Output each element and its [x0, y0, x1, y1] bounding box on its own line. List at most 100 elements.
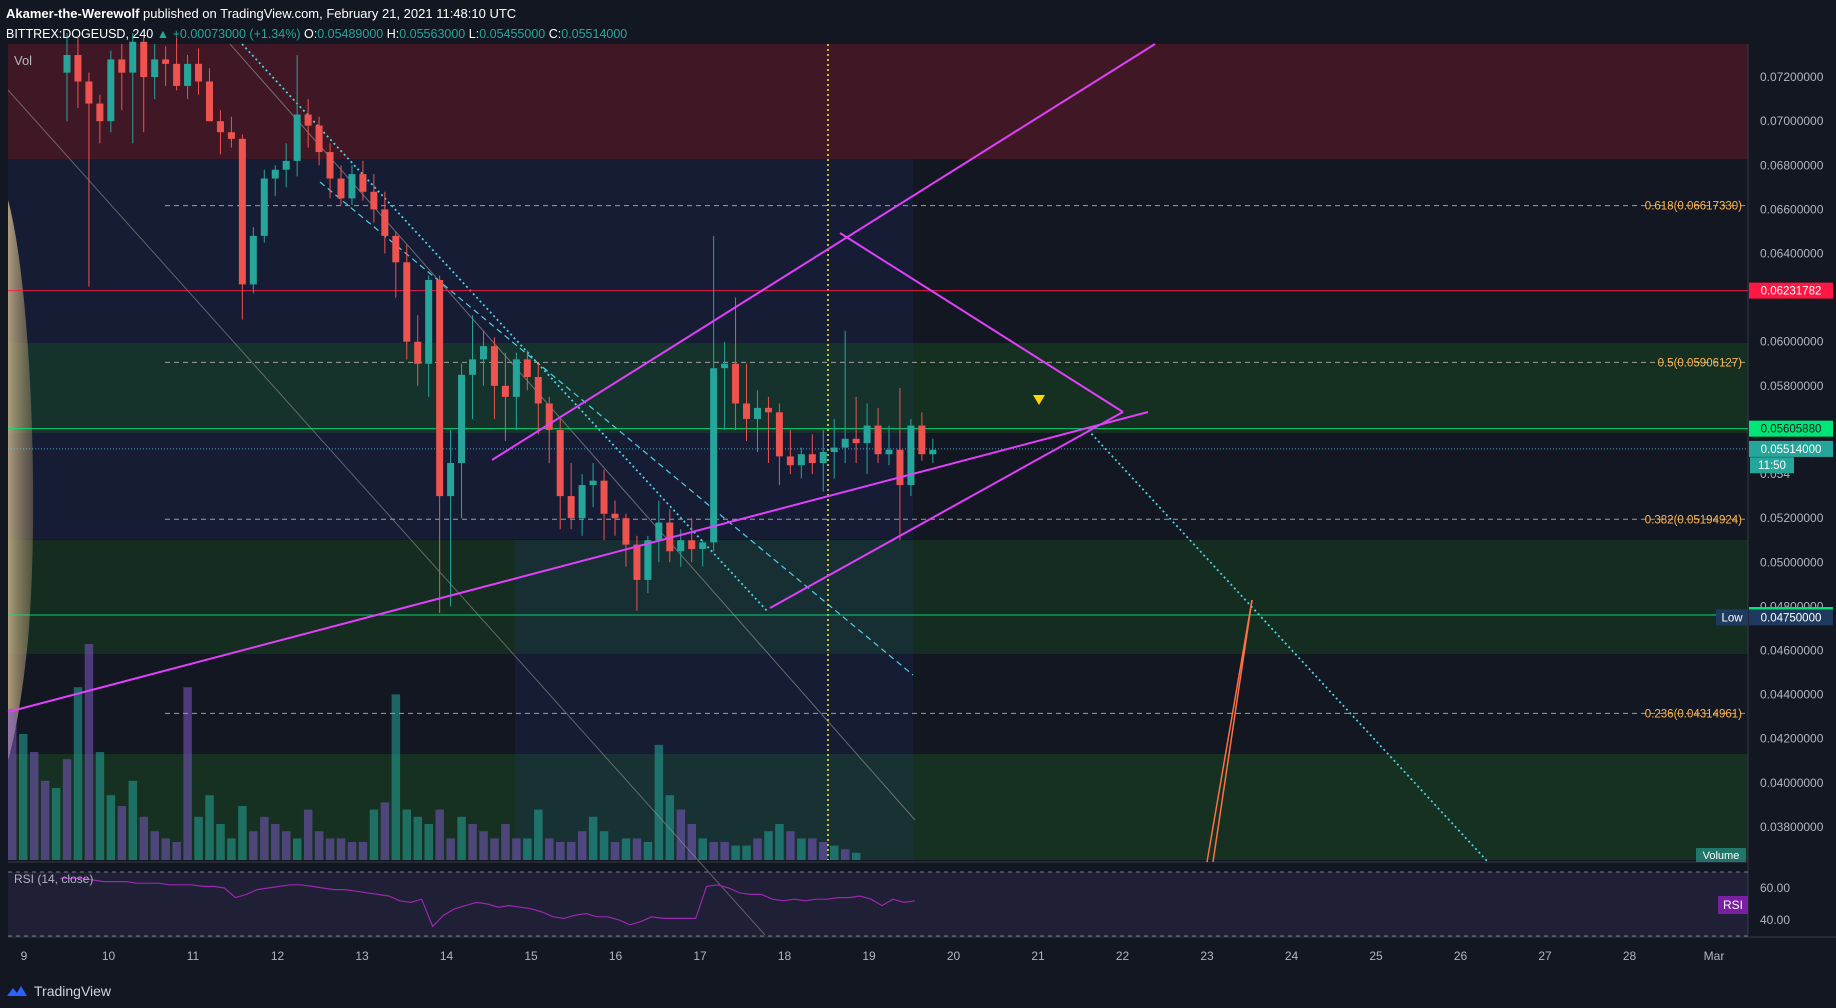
candle[interactable]	[863, 403, 871, 475]
candle[interactable]	[534, 363, 542, 435]
candle[interactable]	[304, 99, 312, 148]
candle[interactable]	[436, 275, 444, 613]
candle[interactable]	[140, 37, 148, 133]
candle[interactable]	[458, 363, 466, 519]
candle[interactable]	[96, 94, 104, 144]
candle[interactable]	[896, 388, 904, 541]
candle[interactable]	[501, 352, 509, 441]
candle[interactable]	[589, 463, 597, 508]
candle[interactable]	[392, 231, 400, 298]
candle[interactable]	[216, 110, 224, 155]
candle[interactable]	[337, 165, 345, 205]
candle[interactable]	[907, 418, 915, 497]
author-name[interactable]: Akamer-the-Werewolf	[6, 6, 140, 21]
candle[interactable]	[523, 350, 531, 391]
candle[interactable]	[129, 32, 137, 144]
candle[interactable]	[753, 390, 761, 452]
x-tick-label: 22	[1116, 949, 1130, 963]
candle[interactable]	[490, 337, 498, 419]
candle[interactable]	[479, 330, 487, 386]
candle-body	[633, 544, 641, 580]
candle[interactable]	[885, 425, 893, 466]
candle[interactable]	[107, 50, 115, 133]
candle[interactable]	[611, 500, 619, 536]
trend-dotted-projection	[1087, 429, 1489, 863]
candle[interactable]	[797, 447, 805, 479]
candle[interactable]	[600, 469, 608, 541]
candle[interactable]	[688, 518, 696, 563]
candle[interactable]	[819, 429, 827, 492]
symbol-label[interactable]: BITTREX:DOGEUSD, 240	[6, 27, 154, 41]
candle-body	[830, 447, 838, 452]
candle[interactable]	[293, 55, 301, 177]
candle[interactable]	[578, 474, 586, 536]
candle[interactable]	[743, 363, 751, 441]
candle[interactable]	[348, 165, 356, 205]
trend-dotted-upper	[241, 43, 769, 613]
candle[interactable]	[151, 44, 159, 100]
candle-body	[929, 449, 937, 455]
candle[interactable]	[775, 403, 783, 486]
candle[interactable]	[699, 540, 707, 567]
candle[interactable]	[556, 418, 564, 530]
candle[interactable]	[622, 513, 630, 567]
candle[interactable]	[644, 535, 652, 594]
price-tag-label: 0.05605880	[1761, 424, 1822, 436]
candle[interactable]	[63, 32, 71, 122]
candle[interactable]	[315, 116, 323, 166]
candle[interactable]	[184, 55, 192, 100]
candle[interactable]	[414, 315, 422, 386]
candle-body	[688, 540, 696, 550]
candle[interactable]	[205, 68, 213, 122]
candle[interactable]	[403, 244, 411, 360]
candle-body	[85, 81, 93, 104]
candle-body	[874, 425, 882, 455]
candle[interactable]	[633, 535, 641, 611]
open-label: O:	[303, 27, 318, 41]
price-tag-support: 0.05605880	[1749, 420, 1833, 437]
candle[interactable]	[929, 438, 937, 464]
candle[interactable]	[545, 396, 553, 464]
candle[interactable]	[447, 429, 455, 607]
candle[interactable]	[227, 116, 235, 148]
candle[interactable]	[808, 434, 816, 475]
candle[interactable]	[874, 407, 882, 464]
candle[interactable]	[852, 396, 860, 464]
candle[interactable]	[841, 330, 849, 464]
candle[interactable]	[370, 174, 378, 223]
candle-body	[348, 174, 356, 199]
candle[interactable]	[764, 396, 772, 464]
candle[interactable]	[195, 48, 203, 95]
tradingview-footer[interactable]: TradingView	[6, 980, 111, 1002]
candle[interactable]	[918, 412, 926, 461]
candle[interactable]	[425, 275, 433, 397]
price-tag-label: 0.05514000	[1761, 444, 1822, 456]
candle[interactable]	[655, 500, 663, 563]
candle[interactable]	[721, 341, 729, 430]
candle[interactable]	[249, 227, 257, 294]
candle-body	[425, 279, 433, 364]
candle[interactable]	[271, 165, 279, 197]
candle[interactable]	[469, 315, 477, 419]
candle[interactable]	[512, 352, 520, 430]
candle[interactable]	[238, 134, 246, 320]
candle[interactable]	[567, 463, 575, 530]
candle[interactable]	[282, 143, 290, 188]
candle[interactable]	[326, 143, 334, 199]
candle[interactable]	[710, 235, 718, 552]
candle[interactable]	[359, 160, 367, 201]
candle[interactable]	[118, 44, 126, 111]
close-value: 0.05514000	[561, 27, 628, 41]
candle[interactable]	[162, 46, 170, 86]
candle[interactable]	[786, 429, 794, 475]
candle[interactable]	[260, 169, 268, 243]
candle-body	[151, 59, 159, 78]
candle[interactable]	[173, 37, 181, 91]
candle[interactable]	[381, 191, 389, 254]
x-tick-label: Mar	[1704, 949, 1725, 963]
candle[interactable]	[732, 297, 740, 430]
candle[interactable]	[830, 418, 838, 479]
candle[interactable]	[85, 72, 93, 287]
candle[interactable]	[74, 37, 82, 108]
